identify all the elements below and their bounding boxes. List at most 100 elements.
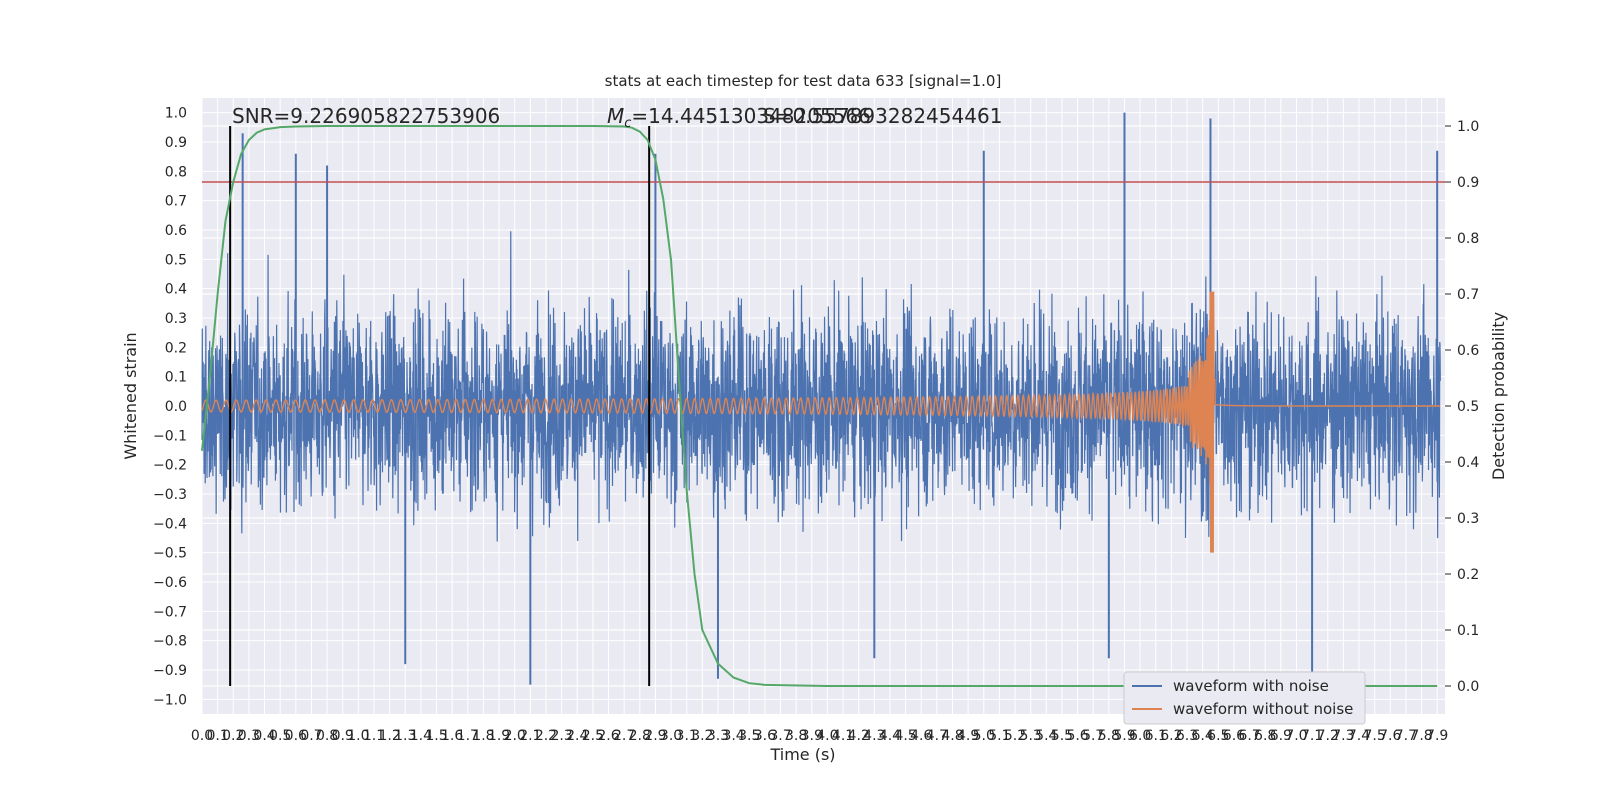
detection-probability-line [201,125,1438,687]
y-tick-label: −0.3 [153,487,187,503]
x-tick-label: 7.4 [1348,728,1370,744]
x-tick-label: 0.6 [285,728,307,744]
x-tick-label: 1.1 [363,728,385,744]
x-tick-label: 1.8 [472,728,494,744]
y-tick-label: 0.0 [165,399,187,415]
x-tick-label: 5.8 [1098,728,1120,744]
x-tick-label: 7.0 [1285,728,1307,744]
y-tick-label: −0.5 [153,546,187,562]
x-axis-label: Time (s) [769,745,835,764]
x-tick-label: 2.3 [550,728,572,744]
y-axis-right: 1.0 0.9 0.8 0.7 0.6 0.5 0.4 0.3 0.2 0.1 0.0 [1445,119,1479,695]
y-tick-label: −1.0 [153,692,187,708]
x-tick-label: 4.6 [910,728,932,744]
x-tick-label: 4.5 [894,728,916,744]
x-tick-label: 3.7 [769,728,791,744]
y2-tick-label: 0.3 [1457,511,1479,527]
x-tick-label: 7.3 [1332,728,1354,744]
x-tick-label: 2.9 [644,728,666,744]
x-tick-label: 3.0 [660,728,682,744]
chirp-mass-symbol: M [607,104,624,128]
x-tick-label: 0.9 [332,728,354,744]
x-tick-label: 0.0 [191,728,213,744]
x-tick-label: 5.6 [1066,728,1088,744]
y-tick-label: 0.5 [165,252,187,268]
x-tick-label: 7.1 [1301,728,1323,744]
x-tick-label: 2.1 [519,728,541,744]
y-tick-label: 0.3 [165,311,187,327]
y-tick-label: −0.1 [153,428,187,444]
y-tick-label: 0.4 [165,282,187,298]
x-tick-label: 1.2 [378,728,400,744]
x-tick-label: 6.1 [1145,728,1167,744]
chart-title: stats at each timestep for test data 633… [605,72,1002,90]
legend-label-noisy: waveform with noise [1173,677,1329,695]
vertical-markers [229,126,651,686]
x-tick-label: 4.1 [832,728,854,744]
x-tick-label: 4.3 [863,728,885,744]
x-tick-label: 7.9 [1426,728,1448,744]
x-tick-label: 4.2 [848,728,870,744]
x-tick-label: 5.2 [1004,728,1026,744]
x-tick-label: 1.3 [394,728,416,744]
y2-tick-label: 0.5 [1457,399,1479,415]
x-tick-label: 3.1 [676,728,698,744]
x-tick-label: 7.7 [1395,728,1417,744]
x-tick-label: 6.2 [1160,728,1182,744]
x-tick-label: 0.4 [253,728,275,744]
y-tick-label: 0.8 [165,164,187,180]
x-tick-label: 1.5 [425,728,447,744]
series-detection-probability [201,125,1438,687]
x-tick-label: 5.1 [988,728,1010,744]
x-tick-label: 5.0 [973,728,995,744]
series-waveform-without-noise [201,291,1441,553]
x-tick-label: 5.5 [1051,728,1073,744]
y-tick-label: −0.7 [153,604,187,620]
x-tick-label: 3.4 [722,728,744,744]
overlap-annotation: S=0.557893282454461 [763,104,1002,128]
y-tick-label: −0.9 [153,663,187,679]
x-tick-label: 3.8 [785,728,807,744]
y-tick-label: −0.4 [153,516,187,532]
x-tick-label: 2.4 [566,728,588,744]
x-tick-label: 1.7 [457,728,479,744]
x-tick-label: 3.3 [707,728,729,744]
y-tick-label: −0.6 [153,575,187,591]
y-tick-label: 0.7 [165,194,187,210]
x-tick-label: 1.6 [441,728,463,744]
snr-annotation: SNR=9.226905822753906 [232,104,500,128]
x-tick-label: 1.0 [347,728,369,744]
y2-tick-label: 0.2 [1457,567,1479,583]
overlap-annotation-main: S=0.5578932824544 [763,104,977,128]
x-tick-label: 4.4 [879,728,901,744]
x-tick-label: 6.6 [1223,728,1245,744]
y-tick-label: 0.6 [165,223,187,239]
y-tick-label: −0.8 [153,634,187,650]
y2-tick-label: 0.6 [1457,343,1479,359]
x-tick-label: 2.8 [629,728,651,744]
y2-tick-label: 0.1 [1457,623,1479,639]
y-axis-left: 1.0 0.9 0.8 0.7 0.6 0.5 0.4 0.3 0.2 0.1 0.0 −0.1 −0.… [153,106,187,709]
legend-label-clean: waveform without noise [1173,700,1353,718]
x-tick-label: 7.6 [1379,728,1401,744]
x-tick-label: 5.4 [1035,728,1057,744]
chirp-mass-annotation: Mc=14.445130348205566 [607,104,871,131]
x-tick-label: 2.6 [597,728,619,744]
y2-tick-label: 0.4 [1457,455,1479,471]
x-tick-label: 1.9 [488,728,510,744]
x-tick-label: 0.5 [269,728,291,744]
y2-tick-label: 0.8 [1457,231,1479,247]
x-tick-label: 0.7 [300,728,322,744]
y-tick-label: −0.2 [153,458,187,474]
x-tick-label: 5.9 [1113,728,1135,744]
x-tick-label: 2.5 [582,728,604,744]
overlap-annotation-suffix: 61 [977,104,1002,128]
x-tick-label: 4.0 [816,728,838,744]
x-tick-label: 4.7 [926,728,948,744]
legend: waveform with noise waveform without noi… [1123,671,1366,725]
x-tick-label: 2.7 [613,728,635,744]
y2-tick-label: 0.7 [1457,287,1479,303]
chirp-mass-subscript: c [624,116,631,131]
legend-box [1123,671,1366,725]
x-tick-label: 6.7 [1238,728,1260,744]
